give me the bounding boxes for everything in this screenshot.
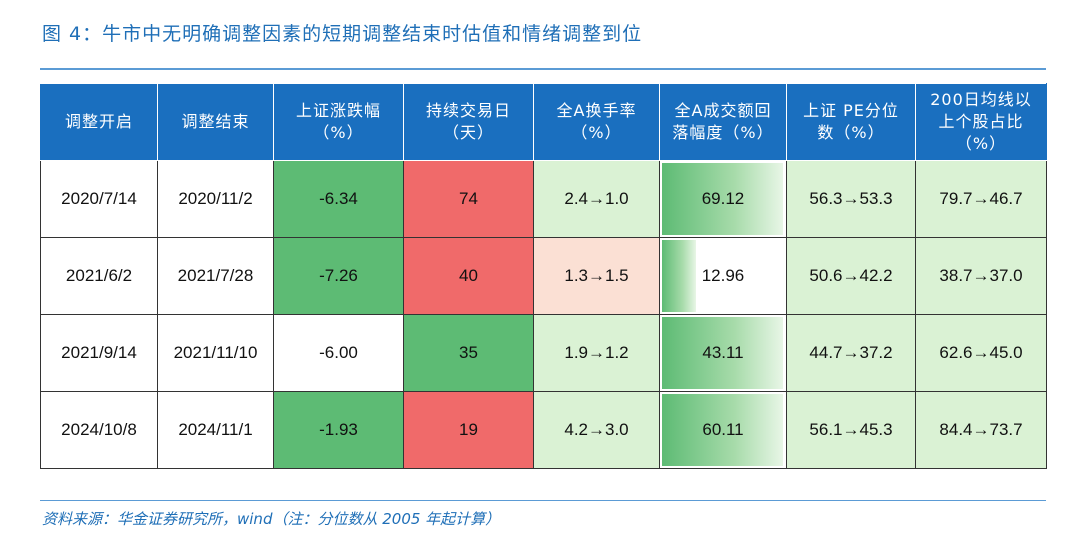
cell-change: -1.93 <box>273 391 404 469</box>
header-line: 全A换手率 <box>556 101 637 120</box>
cell-volume-drop: 69.12 <box>659 160 787 238</box>
cell-end: 2020/11/2 <box>157 160 274 238</box>
cell-days: 40 <box>403 237 534 315</box>
table-row: 2024/10/8 2024/11/1 -1.93 19 4.2→3.0 60.11 56.… <box>40 391 1047 469</box>
volume-drop-value: 43.11 <box>702 343 744 362</box>
cell-pe-pct: 50.6→42.2 <box>786 237 916 315</box>
header-line: 上证涨跌幅 <box>295 101 381 120</box>
cell-ma200-pct: 79.7→46.7 <box>915 160 1047 238</box>
cell-days: 35 <box>403 314 534 392</box>
cell-start: 2021/6/2 <box>40 237 158 315</box>
cell-end: 2021/11/10 <box>157 314 274 392</box>
volume-drop-bar <box>662 317 783 389</box>
header-line: 上个股占比 <box>938 112 1024 131</box>
header-end: 调整结束 <box>157 83 274 161</box>
cell-end: 2021/7/28 <box>157 237 274 315</box>
cell-turnover: 4.2→3.0 <box>533 391 660 469</box>
header-line: （%） <box>955 134 1007 153</box>
cell-start: 2021/9/14 <box>40 314 158 392</box>
cell-days: 19 <box>403 391 534 469</box>
top-divider <box>40 68 1046 70</box>
volume-drop-value: 12.96 <box>701 266 745 285</box>
header-line: 数（%） <box>817 123 885 142</box>
header-line: 调整开启 <box>64 112 133 131</box>
cell-pe-pct: 56.3→53.3 <box>786 160 916 238</box>
cell-start: 2024/10/8 <box>40 391 158 469</box>
header-line: 调整结束 <box>181 112 250 131</box>
table-row: 2021/6/2 2021/7/28 -7.26 40 1.3→1.5 12.96 50.6… <box>40 237 1047 315</box>
cell-days: 74 <box>403 160 534 238</box>
volume-drop-value: 60.11 <box>702 420 744 439</box>
cell-volume-drop: 43.11 <box>659 314 787 392</box>
cell-ma200-pct: 84.4→73.7 <box>915 391 1047 469</box>
header-line: 200日均线以 <box>930 90 1032 109</box>
header-line: 上证 PE分位 <box>803 101 899 120</box>
header-start: 调整开启 <box>40 83 158 161</box>
cell-volume-drop: 12.96 <box>659 237 787 315</box>
cell-volume-drop: 60.11 <box>659 391 787 469</box>
volume-drop-bar <box>662 240 696 312</box>
cell-change: -7.26 <box>273 237 404 315</box>
cell-turnover: 1.3→1.5 <box>533 237 660 315</box>
header-line: （天） <box>442 123 494 142</box>
header-pe-pct: 上证 PE分位 数（%） <box>786 83 916 161</box>
header-ma200-pct: 200日均线以 上个股占比 （%） <box>915 83 1047 161</box>
table-header-row: 调整开启 调整结束 上证涨跌幅 （%） 持续交易日 （天） 全A换手率 （%） 全A成… <box>40 83 1047 161</box>
cell-change: -6.00 <box>273 314 404 392</box>
cell-start: 2020/7/14 <box>40 160 158 238</box>
cell-turnover: 2.4→1.0 <box>533 160 660 238</box>
header-line: （%） <box>313 123 364 142</box>
cell-end: 2024/11/1 <box>157 391 274 469</box>
header-change: 上证涨跌幅 （%） <box>273 83 404 161</box>
header-line: （%） <box>571 123 622 142</box>
table-body: 2020/7/14 2020/11/2 -6.34 74 2.4→1.0 69.12 56.… <box>40 160 1047 469</box>
header-line: 全A成交额回 <box>674 101 772 120</box>
header-days: 持续交易日 （天） <box>403 83 534 161</box>
cell-ma200-pct: 62.6→45.0 <box>915 314 1047 392</box>
header-line: 持续交易日 <box>425 101 511 120</box>
bottom-divider <box>40 500 1046 501</box>
adjustment-table: 调整开启 调整结束 上证涨跌幅 （%） 持续交易日 （天） 全A换手率 （%） 全A成… <box>40 83 1047 469</box>
cell-pe-pct: 56.1→45.3 <box>786 391 916 469</box>
header-turnover: 全A换手率 （%） <box>533 83 660 161</box>
cell-pe-pct: 44.7→37.2 <box>786 314 916 392</box>
table-row: 2021/9/14 2021/11/10 -6.00 35 1.9→1.2 43.11 44… <box>40 314 1047 392</box>
volume-drop-bar <box>662 163 783 235</box>
cell-ma200-pct: 38.7→37.0 <box>915 237 1047 315</box>
table-row: 2020/7/14 2020/11/2 -6.34 74 2.4→1.0 69.12 56.… <box>40 160 1047 238</box>
header-line: 落幅度（%） <box>672 123 774 142</box>
cell-turnover: 1.9→1.2 <box>533 314 660 392</box>
header-volume-drop: 全A成交额回 落幅度（%） <box>659 83 787 161</box>
figure-title: 图 4：牛市中无明确调整因素的短期调整结束时估值和情绪调整到位 <box>42 23 643 45</box>
cell-change: -6.34 <box>273 160 404 238</box>
volume-drop-bar <box>662 394 783 466</box>
volume-drop-value: 69.12 <box>701 189 745 208</box>
source-note: 资料来源：华金证券研究所，wind（注：分位数从 2005 年起计算） <box>42 510 501 528</box>
